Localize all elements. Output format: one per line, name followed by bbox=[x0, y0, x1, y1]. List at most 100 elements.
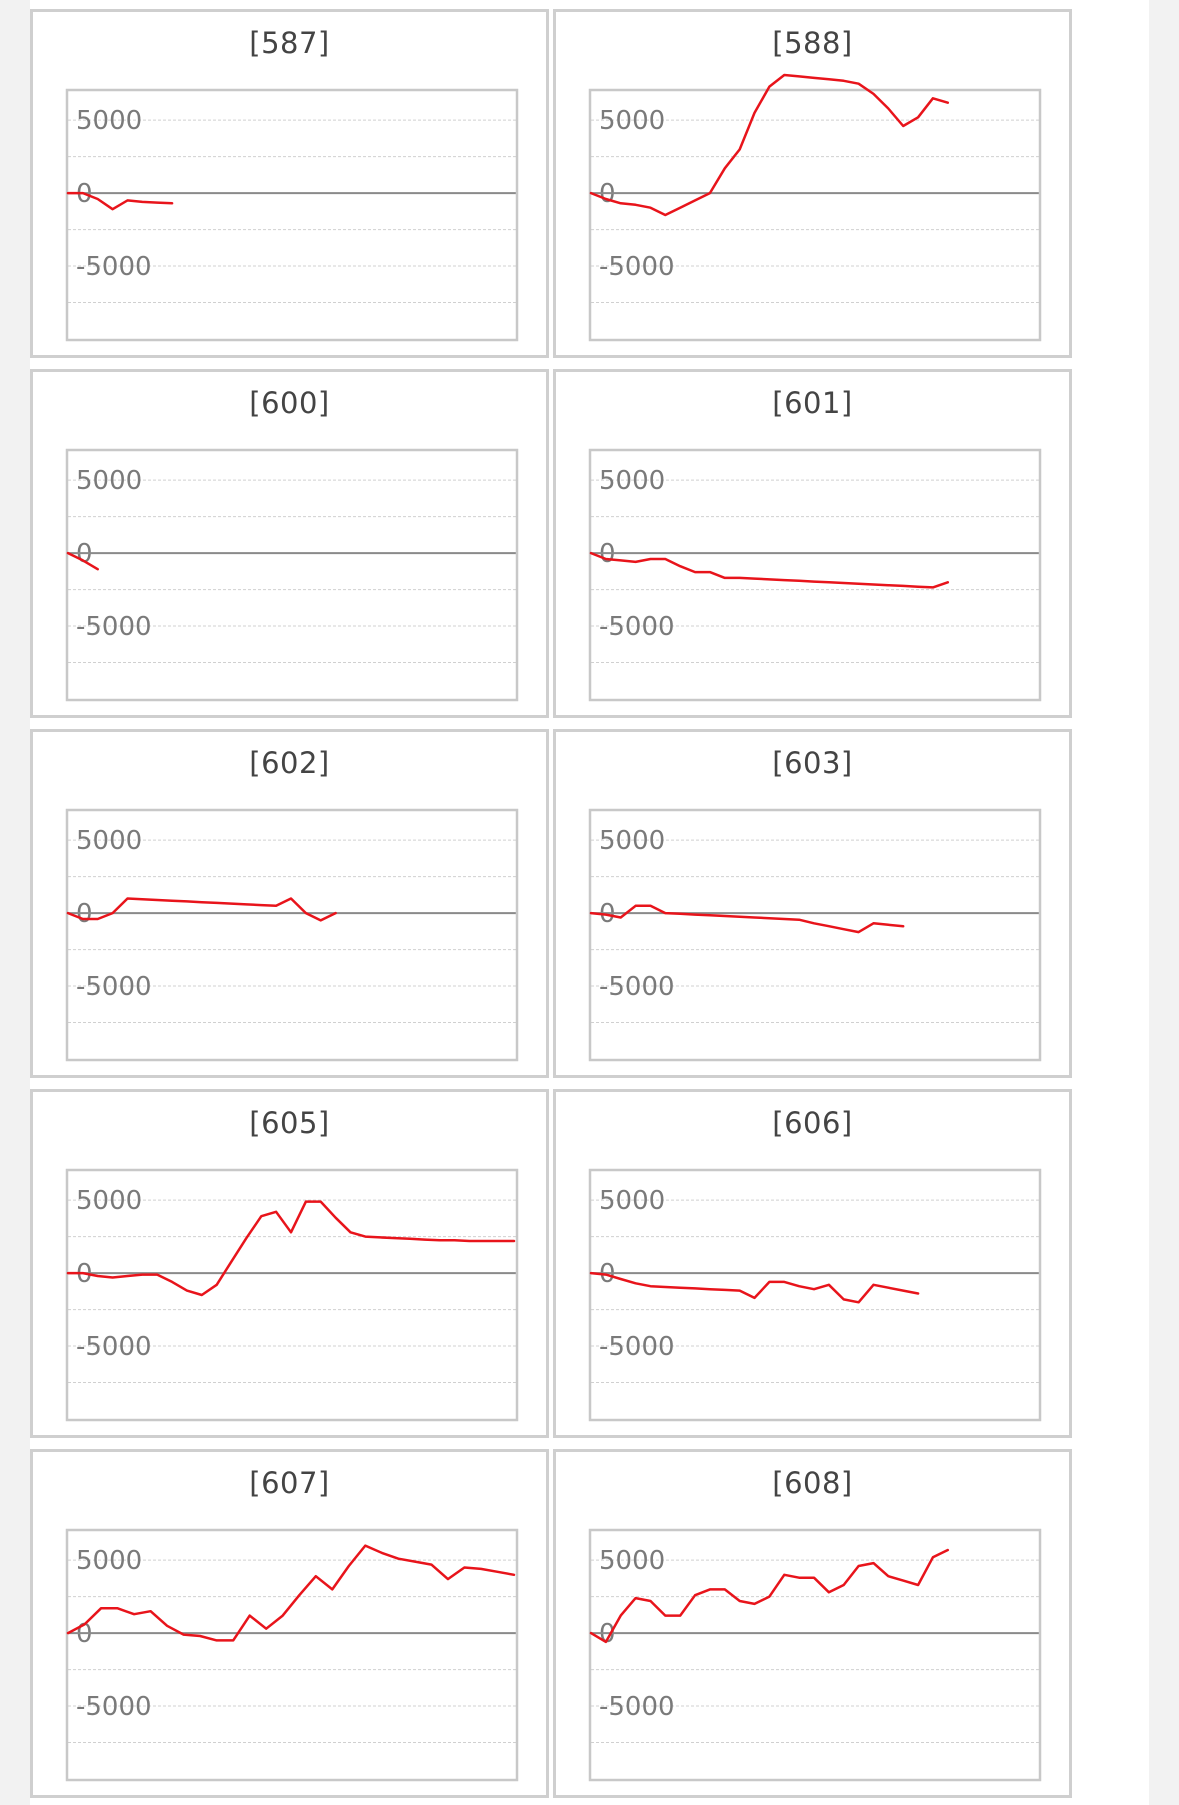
plot-frame bbox=[65, 448, 519, 702]
data-point bbox=[97, 918, 99, 920]
data-point bbox=[843, 582, 845, 584]
data-point bbox=[430, 1563, 432, 1565]
data-point bbox=[634, 561, 636, 563]
chart-title: [603] bbox=[772, 746, 853, 780]
data-point bbox=[141, 201, 143, 203]
data-point bbox=[798, 75, 800, 77]
y-tick-label: -5000 bbox=[76, 252, 152, 282]
y-tick-label: -5000 bbox=[599, 612, 675, 642]
data-point bbox=[315, 1575, 317, 1577]
data-point bbox=[331, 1588, 333, 1590]
plot-frame bbox=[65, 808, 519, 1062]
y-tick-label: 0 bbox=[599, 539, 616, 569]
data-point bbox=[932, 1556, 934, 1558]
data-point bbox=[414, 1560, 416, 1562]
data-point bbox=[483, 1240, 485, 1242]
data-point bbox=[171, 900, 173, 902]
chart-panel: [606] 5000 0 -5000 bbox=[553, 1089, 1072, 1438]
y-tick-label: 5000 bbox=[76, 1186, 142, 1216]
data-point bbox=[843, 928, 845, 930]
data-point bbox=[783, 918, 785, 920]
data-point bbox=[932, 586, 934, 588]
data-point bbox=[290, 897, 292, 899]
data-point bbox=[320, 1200, 322, 1202]
data-point bbox=[634, 1597, 636, 1599]
data-point bbox=[649, 558, 651, 560]
data-point bbox=[828, 78, 830, 80]
data-point bbox=[438, 1239, 440, 1241]
data-point bbox=[199, 1635, 201, 1637]
data-point bbox=[305, 912, 307, 914]
y-tick-label: 5000 bbox=[599, 106, 665, 136]
chart-panel: [607] 5000 0 -5000 bbox=[30, 1449, 549, 1798]
data-point bbox=[215, 1639, 217, 1641]
data-point bbox=[724, 167, 726, 169]
y-tick-label: 5000 bbox=[599, 466, 665, 496]
data-point bbox=[453, 1239, 455, 1241]
data-point bbox=[67, 552, 69, 554]
data-point bbox=[947, 1549, 949, 1551]
data-point bbox=[902, 1289, 904, 1291]
data-point bbox=[634, 1282, 636, 1284]
data-point bbox=[828, 1591, 830, 1593]
chart-title: [605] bbox=[249, 1106, 330, 1140]
y-tick-label: 0 bbox=[599, 1619, 616, 1649]
chart-panel: [587] 5000 0 -5000 bbox=[30, 9, 549, 358]
data-point bbox=[156, 899, 158, 901]
data-point bbox=[126, 199, 128, 201]
data-point bbox=[872, 1562, 874, 1564]
data-point bbox=[463, 1566, 465, 1568]
data-point bbox=[694, 199, 696, 201]
data-point bbox=[166, 1625, 168, 1627]
data-point bbox=[649, 1600, 651, 1602]
data-point bbox=[872, 93, 874, 95]
series-line bbox=[589, 904, 905, 934]
data-point bbox=[664, 1614, 666, 1616]
data-point bbox=[186, 1289, 188, 1291]
data-point bbox=[97, 1275, 99, 1277]
data-point bbox=[857, 931, 859, 933]
chart-title: [588] bbox=[772, 26, 853, 60]
data-point bbox=[649, 207, 651, 209]
plot-frame bbox=[65, 1168, 519, 1422]
data-point bbox=[872, 922, 874, 924]
data-point bbox=[245, 903, 247, 905]
data-point bbox=[679, 1287, 681, 1289]
data-point bbox=[902, 925, 904, 927]
chart-panel: [600] 5000 0 -5000 bbox=[30, 369, 549, 718]
data-point bbox=[141, 1273, 143, 1275]
data-point bbox=[917, 585, 919, 587]
y-tick-label: -5000 bbox=[76, 1332, 152, 1362]
line-chart: 5000 0 -5000 bbox=[588, 448, 1042, 702]
data-point bbox=[783, 1574, 785, 1576]
series-line bbox=[66, 897, 337, 922]
chart-grid: [587] 5000 0 -5000 [588] 5000 0 -5000 [600] … bbox=[30, 9, 1072, 1798]
data-point bbox=[738, 1600, 740, 1602]
data-point bbox=[83, 1623, 85, 1625]
data-point bbox=[605, 913, 607, 915]
data-point bbox=[738, 1289, 740, 1291]
data-point bbox=[67, 192, 69, 194]
data-point bbox=[320, 919, 322, 921]
y-tick-label: -5000 bbox=[76, 1692, 152, 1722]
data-point bbox=[447, 1578, 449, 1580]
plot-frame bbox=[588, 88, 1042, 342]
y-tick-label: 5000 bbox=[76, 826, 142, 856]
data-point bbox=[620, 202, 622, 204]
data-point bbox=[828, 581, 830, 583]
data-point bbox=[902, 1579, 904, 1581]
data-point bbox=[753, 1297, 755, 1299]
data-point bbox=[768, 1281, 770, 1283]
y-tick-label: 0 bbox=[76, 899, 93, 929]
series-line bbox=[66, 1544, 516, 1642]
data-point bbox=[917, 116, 919, 118]
chart-panel: [601] 5000 0 -5000 bbox=[553, 369, 1072, 718]
data-point bbox=[813, 77, 815, 79]
chart-title: [607] bbox=[249, 1466, 330, 1500]
data-point bbox=[679, 913, 681, 915]
data-point bbox=[111, 912, 113, 914]
